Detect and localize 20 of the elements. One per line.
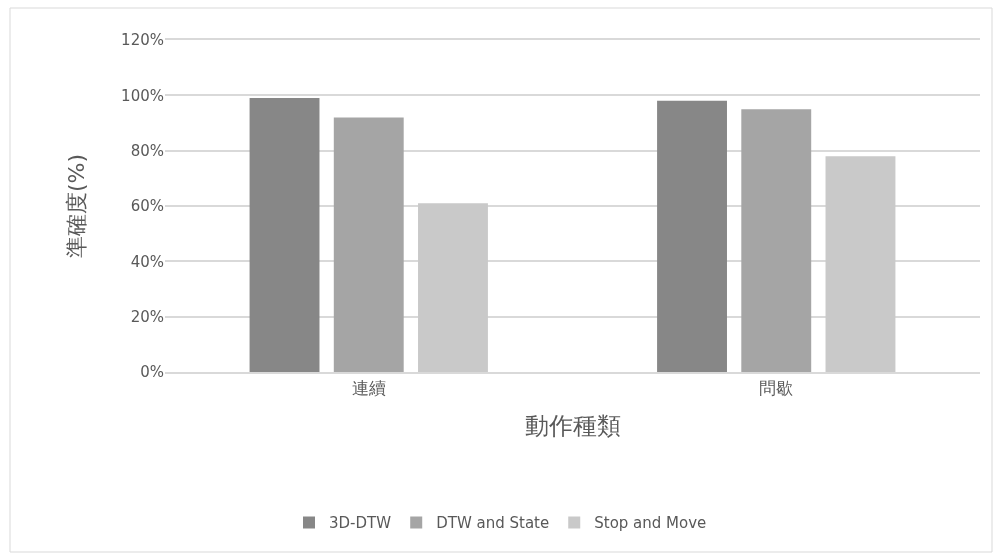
legend-label: 3D-DTW	[329, 514, 392, 533]
y-tick-label: 20%	[130, 307, 164, 326]
x-tick-label: 連續	[351, 378, 386, 399]
bar	[249, 98, 320, 372]
bar	[418, 203, 488, 372]
y-tick-label: 100%	[121, 86, 164, 105]
bar	[825, 156, 896, 372]
y-tick-label: 60%	[130, 197, 164, 216]
y-tick-label: 40%	[130, 252, 164, 271]
bar	[741, 109, 812, 372]
bar	[333, 117, 404, 372]
x-axis-title: 動作種類	[524, 411, 621, 440]
y-tick-label: 0%	[140, 363, 164, 382]
legend-label: DTW and State	[436, 514, 550, 533]
bar	[657, 100, 727, 372]
x-tick-label: 問歇	[759, 378, 794, 399]
y-tick-label: 120%	[121, 31, 164, 50]
y-tick-label: 80%	[130, 141, 164, 160]
legend-label: Stop and Move	[594, 514, 707, 533]
y-axis-title: 準確度(%)	[63, 153, 89, 259]
